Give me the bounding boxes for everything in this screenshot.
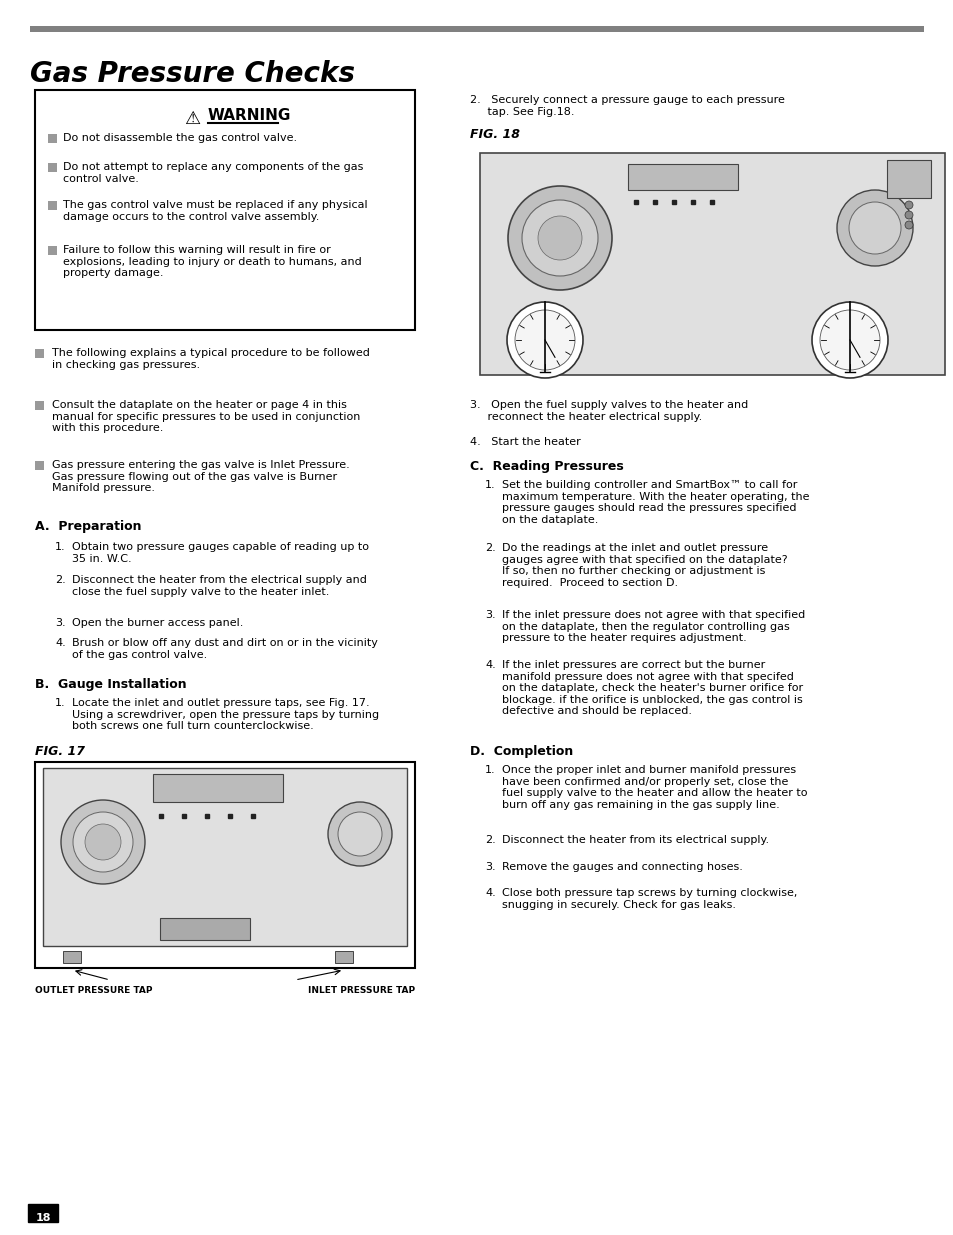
FancyBboxPatch shape <box>886 161 930 198</box>
Text: 2.: 2. <box>55 576 66 585</box>
Circle shape <box>904 221 912 228</box>
Text: Obtain two pressure gauges capable of reading up to
35 in. W.C.: Obtain two pressure gauges capable of re… <box>71 542 369 563</box>
Text: FIG. 18: FIG. 18 <box>470 128 519 141</box>
Circle shape <box>820 310 879 370</box>
Text: Disconnect the heater from the electrical supply and
close the fuel supply valve: Disconnect the heater from the electrica… <box>71 576 367 597</box>
FancyBboxPatch shape <box>28 1204 58 1221</box>
Circle shape <box>515 310 575 370</box>
Text: 2.: 2. <box>484 835 496 845</box>
Text: C.  Reading Pressures: C. Reading Pressures <box>470 459 623 473</box>
FancyBboxPatch shape <box>48 163 57 172</box>
Text: FIG. 17: FIG. 17 <box>35 745 85 758</box>
Text: 1.: 1. <box>55 542 66 552</box>
FancyBboxPatch shape <box>35 461 44 471</box>
Circle shape <box>811 303 887 378</box>
FancyBboxPatch shape <box>35 350 44 358</box>
Text: D.  Completion: D. Completion <box>470 745 573 758</box>
FancyBboxPatch shape <box>35 762 415 968</box>
FancyBboxPatch shape <box>152 774 283 802</box>
Circle shape <box>73 811 132 872</box>
Text: 1.: 1. <box>484 764 496 776</box>
Circle shape <box>507 186 612 290</box>
FancyBboxPatch shape <box>479 153 944 375</box>
Circle shape <box>85 824 121 860</box>
Text: 2.: 2. <box>484 543 496 553</box>
Text: Consult the dataplate on the heater or page 4 in this
manual for specific pressu: Consult the dataplate on the heater or p… <box>52 400 360 433</box>
Text: 1.: 1. <box>484 480 496 490</box>
Text: OUTLET PRESSURE TAP: OUTLET PRESSURE TAP <box>35 986 152 995</box>
FancyBboxPatch shape <box>627 164 738 190</box>
Circle shape <box>904 201 912 209</box>
Text: Remove the gauges and connecting hoses.: Remove the gauges and connecting hoses. <box>501 862 742 872</box>
Text: 2.   Securely connect a pressure gauge to each pressure
     tap. See Fig.18.: 2. Securely connect a pressure gauge to … <box>470 95 784 116</box>
FancyBboxPatch shape <box>335 951 353 963</box>
Text: Gas pressure entering the gas valve is Inlet Pressure.
Gas pressure flowing out : Gas pressure entering the gas valve is I… <box>52 459 350 493</box>
Circle shape <box>506 303 582 378</box>
Circle shape <box>904 211 912 219</box>
FancyBboxPatch shape <box>35 401 44 410</box>
Text: ⚠: ⚠ <box>184 110 200 128</box>
FancyBboxPatch shape <box>63 951 81 963</box>
FancyBboxPatch shape <box>30 26 923 32</box>
Text: Open the burner access panel.: Open the burner access panel. <box>71 618 243 629</box>
Text: INLET PRESSURE TAP: INLET PRESSURE TAP <box>308 986 415 995</box>
Text: WARNING: WARNING <box>208 107 291 124</box>
Text: If the inlet pressures are correct but the burner
manifold pressure does not agr: If the inlet pressures are correct but t… <box>501 659 802 716</box>
FancyBboxPatch shape <box>35 90 415 330</box>
Text: Gas Pressure Checks: Gas Pressure Checks <box>30 61 355 88</box>
FancyBboxPatch shape <box>48 246 57 254</box>
Text: 3.: 3. <box>55 618 66 629</box>
Text: If the inlet pressure does not agree with that specified
on the dataplate, then : If the inlet pressure does not agree wit… <box>501 610 804 643</box>
Text: 4.: 4. <box>484 888 496 898</box>
Text: 1.: 1. <box>55 698 66 708</box>
Text: A.  Preparation: A. Preparation <box>35 520 141 534</box>
Text: Do not disassemble the gas control valve.: Do not disassemble the gas control valve… <box>63 133 296 143</box>
Text: Close both pressure tap screws by turning clockwise,
snugging in securely. Check: Close both pressure tap screws by turnin… <box>501 888 797 910</box>
Text: Set the building controller and SmartBox™ to call for
maximum temperature. With : Set the building controller and SmartBox… <box>501 480 809 525</box>
Text: The gas control valve must be replaced if any physical
damage occurs to the cont: The gas control valve must be replaced i… <box>63 200 367 221</box>
Circle shape <box>328 802 392 866</box>
Text: B.  Gauge Installation: B. Gauge Installation <box>35 678 187 692</box>
Text: 18: 18 <box>35 1213 51 1223</box>
Text: Locate the inlet and outlet pressure taps, see Fig. 17.
Using a screwdriver, ope: Locate the inlet and outlet pressure tap… <box>71 698 378 731</box>
Text: 4.: 4. <box>55 638 66 648</box>
Circle shape <box>836 190 912 266</box>
Text: Failure to follow this warning will result in fire or
explosions, leading to inj: Failure to follow this warning will resu… <box>63 245 361 278</box>
Text: 3.: 3. <box>484 610 496 620</box>
Circle shape <box>848 203 900 254</box>
Text: Brush or blow off any dust and dirt on or in the vicinity
of the gas control val: Brush or blow off any dust and dirt on o… <box>71 638 377 659</box>
FancyBboxPatch shape <box>48 135 57 143</box>
Circle shape <box>337 811 381 856</box>
Text: 4.   Start the heater: 4. Start the heater <box>470 437 580 447</box>
Circle shape <box>61 800 145 884</box>
Text: Do not attempt to replace any components of the gas
control valve.: Do not attempt to replace any components… <box>63 162 363 184</box>
Text: 4.: 4. <box>484 659 496 671</box>
Text: Disconnect the heater from its electrical supply.: Disconnect the heater from its electrica… <box>501 835 768 845</box>
Text: The following explains a typical procedure to be followed
in checking gas pressu: The following explains a typical procedu… <box>52 348 370 369</box>
Text: 3.   Open the fuel supply valves to the heater and
     reconnect the heater ele: 3. Open the fuel supply valves to the he… <box>470 400 747 421</box>
Text: 3.: 3. <box>484 862 496 872</box>
Circle shape <box>537 216 581 261</box>
Text: Do the readings at the inlet and outlet pressure
gauges agree with that specifie: Do the readings at the inlet and outlet … <box>501 543 787 588</box>
FancyBboxPatch shape <box>43 768 407 946</box>
FancyBboxPatch shape <box>160 918 250 940</box>
Circle shape <box>521 200 598 275</box>
Text: Once the proper inlet and burner manifold pressures
have been confirmed and/or p: Once the proper inlet and burner manifol… <box>501 764 806 810</box>
FancyBboxPatch shape <box>48 201 57 210</box>
